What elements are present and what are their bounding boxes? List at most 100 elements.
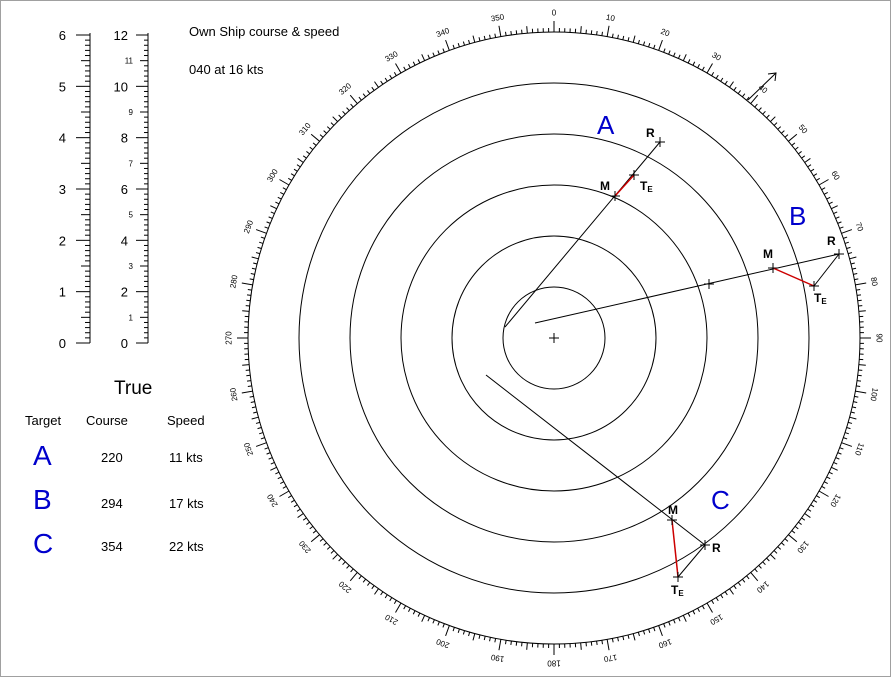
bearing-tick — [452, 44, 455, 49]
bearing-tick — [754, 103, 758, 108]
bearing-tick — [794, 146, 799, 151]
bearing-tick — [371, 585, 375, 590]
bearing-label: 170 — [603, 652, 618, 663]
bearing-tick — [810, 504, 815, 508]
bearing-tick — [746, 575, 750, 580]
bearing-tick — [837, 221, 842, 224]
bearing-label: 350 — [490, 12, 505, 23]
bearing-label: 320 — [337, 81, 353, 97]
bearing-tick — [737, 90, 741, 94]
bearing-tick — [478, 37, 481, 42]
bearing-tick — [821, 187, 826, 191]
bearing-tick — [389, 597, 393, 602]
bearing-tick — [791, 142, 796, 146]
bearing-tick — [472, 35, 476, 43]
bearing-tick — [848, 421, 853, 424]
bearing-label: 90 — [875, 334, 884, 343]
bearing-tick — [823, 192, 828, 195]
bearing-tick — [777, 126, 782, 130]
bearing-tick — [255, 229, 267, 234]
bearing-tick — [697, 607, 700, 612]
bearing-tick — [242, 310, 250, 312]
bearing-tick — [332, 554, 338, 560]
center-mark — [549, 333, 559, 343]
bearing-tick — [242, 364, 250, 366]
bearing-label: 230 — [297, 538, 313, 554]
bearing-tick — [326, 126, 331, 130]
bearing-tick — [637, 39, 640, 44]
bearing-tick — [788, 534, 798, 543]
bearing-tick — [302, 517, 307, 521]
bearing-tick — [642, 630, 646, 635]
target-b-r-label: R — [827, 234, 836, 248]
bearing-tick — [632, 633, 636, 641]
bearing-tick — [617, 637, 619, 642]
bearing-tick — [358, 96, 362, 101]
bearing-tick — [483, 636, 486, 641]
bearing-tick — [323, 130, 327, 134]
bearing-label: 330 — [383, 49, 400, 64]
bearing-tick — [653, 44, 656, 49]
bearing-tick — [770, 116, 776, 122]
bearing-tick — [259, 241, 264, 244]
bearing-tick — [632, 35, 636, 43]
bearing-tick — [280, 192, 285, 195]
bearing-tick — [306, 151, 310, 155]
bearing-tick — [270, 211, 275, 214]
target-c-label: C — [711, 485, 730, 515]
bearing-tick — [393, 72, 397, 76]
row-target-id: B — [33, 484, 52, 515]
target-a-plot: R M TE A — [504, 110, 665, 328]
bearing-tick — [813, 173, 818, 177]
bearing-tick — [296, 164, 301, 168]
bearing-label: 180 — [547, 659, 561, 668]
bearing-ticks — [237, 21, 871, 655]
bearing-label: 0 — [552, 9, 557, 18]
target-b-plot: R M TE B — [534, 201, 844, 324]
bearing-tick — [606, 25, 610, 37]
bearing-tick — [462, 630, 466, 635]
bearing-tick — [362, 93, 367, 98]
bearing-label: 120 — [828, 492, 843, 509]
bearing-tick — [264, 226, 269, 229]
speed-scale-label: 4 — [121, 233, 128, 248]
own-ship-course-speed: 040 at 16 kts — [189, 62, 264, 77]
bearing-tick — [380, 591, 384, 596]
bearing-label: 50 — [797, 123, 810, 136]
bearing-tick — [773, 122, 778, 126]
bearing-tick — [810, 168, 815, 172]
bearing-tick — [288, 177, 292, 181]
bearing-tick — [833, 462, 838, 465]
bearing-tick — [807, 164, 812, 168]
bearing-tick — [309, 146, 314, 151]
bearing-tick — [282, 485, 287, 489]
speed-scale: 0 2 4 6 8 10 12 1 3 5 7 9 11 — [114, 28, 149, 351]
bearing-tick — [312, 142, 317, 146]
bearing-tick — [687, 59, 691, 64]
target-c-r-label: R — [712, 541, 721, 555]
bearing-tick — [297, 158, 304, 163]
bearing-tick — [741, 93, 746, 98]
target-b-relative-motion-line — [534, 253, 840, 324]
bearing-tick — [794, 525, 799, 530]
bearing-label: 260 — [228, 387, 239, 402]
bearing-tick — [678, 617, 681, 622]
bearing-tick — [637, 632, 640, 637]
bearing-tick — [393, 600, 397, 604]
bearing-tick — [323, 542, 327, 546]
bearing-tick — [853, 401, 858, 403]
bearing-tick — [306, 521, 310, 525]
bearing-tick — [746, 96, 750, 101]
bearing-tick — [724, 80, 728, 85]
bearing-tick — [310, 534, 320, 543]
bearing-tick — [848, 252, 853, 255]
bearing-tick — [266, 221, 271, 224]
bearing-tick — [648, 43, 651, 48]
bearing-tick — [483, 35, 486, 40]
bearing-tick — [270, 466, 277, 471]
range-ring-2 — [451, 235, 657, 441]
bearing-label: 160 — [657, 637, 673, 650]
bearing-tick — [841, 442, 853, 447]
bearing-tick — [526, 26, 528, 34]
speed-scale-label: 10 — [114, 79, 128, 94]
